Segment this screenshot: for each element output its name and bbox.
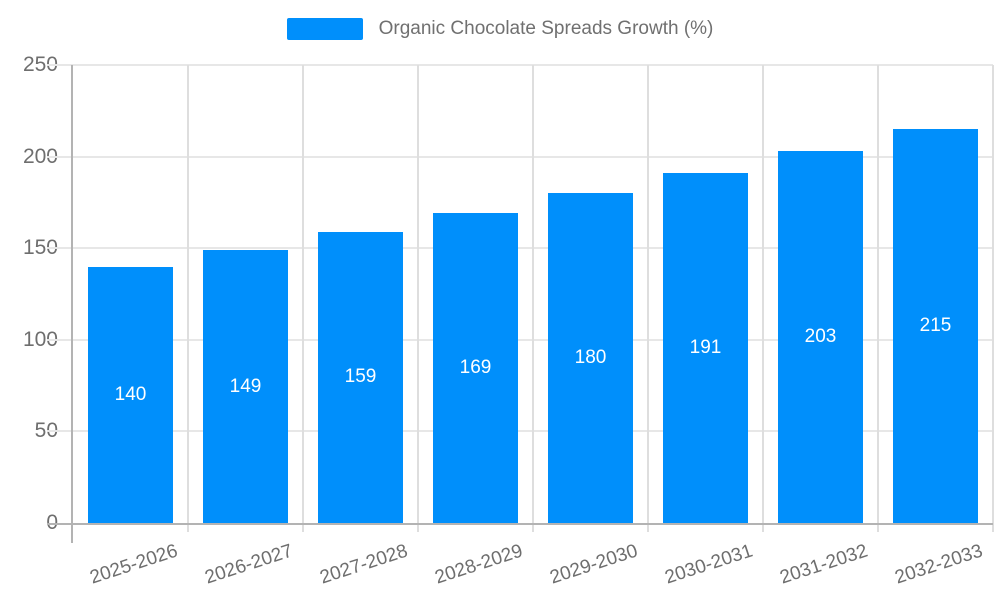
gridline-horizontal [47,64,993,66]
bar-value-label: 149 [229,375,262,397]
bar-value-label: 140 [114,383,147,405]
gridline-vertical [302,65,304,532]
bar-value-label: 169 [459,357,492,379]
x-tick-label: 2029-2030 [546,540,640,589]
x-tick-label: 2031-2032 [776,540,870,589]
bar-value-label: 159 [344,366,377,388]
x-tick-label: 2027-2028 [316,540,410,589]
gridline-vertical [187,65,189,532]
x-tick-label: 2032-2033 [891,540,985,589]
gridline-horizontal [47,247,993,250]
bar[interactable]: 149 [203,250,288,523]
gridline-vertical [532,65,534,532]
y-tick-label: 250 [22,53,58,76]
bar[interactable]: 203 [778,151,863,523]
gridline-horizontal [47,430,993,433]
gridline-vertical [417,65,419,532]
y-tick-label: 0 [0,511,58,535]
gridline-horizontal [47,338,993,341]
y-axis-line [71,65,73,543]
legend-label: Organic Chocolate Spreads Growth (%) [378,18,714,39]
gridline-horizontal [47,155,993,158]
legend[interactable]: Organic Chocolate Spreads Growth (%) [0,18,1000,40]
x-tick-label: 2030-2031 [661,540,755,589]
plot-area: 140 149 159 169 180 191 203 215 [47,64,994,543]
y-tick-label: 50 [34,419,58,443]
bar-value-label: 215 [919,315,952,337]
y-tick-label: 150 [22,236,58,260]
legend-swatch [286,18,363,40]
gridline-vertical [762,65,764,532]
x-tick-label: 2028-2029 [431,540,525,589]
y-tick-label: 100 [22,327,58,351]
x-tick-label: 2025-2026 [86,540,180,589]
bar-value-label: 191 [689,337,722,359]
bar[interactable]: 215 [893,129,978,523]
y-axis-labels: 0 50 100 150 200 250 [0,53,58,534]
gridline-vertical [877,65,879,532]
x-axis-line [47,523,993,525]
bar[interactable]: 169 [433,213,518,523]
bar-value-label: 180 [574,347,607,369]
x-tick-label: 2026-2027 [201,540,295,589]
bar[interactable]: 159 [318,231,403,523]
y-tick-label: 200 [22,144,58,168]
bar[interactable]: 191 [663,173,748,523]
gridline-vertical [647,65,649,532]
bar[interactable]: 140 [88,266,173,523]
gridline-vertical [992,65,994,532]
bar[interactable]: 180 [548,193,633,523]
bar-value-label: 203 [804,326,837,348]
